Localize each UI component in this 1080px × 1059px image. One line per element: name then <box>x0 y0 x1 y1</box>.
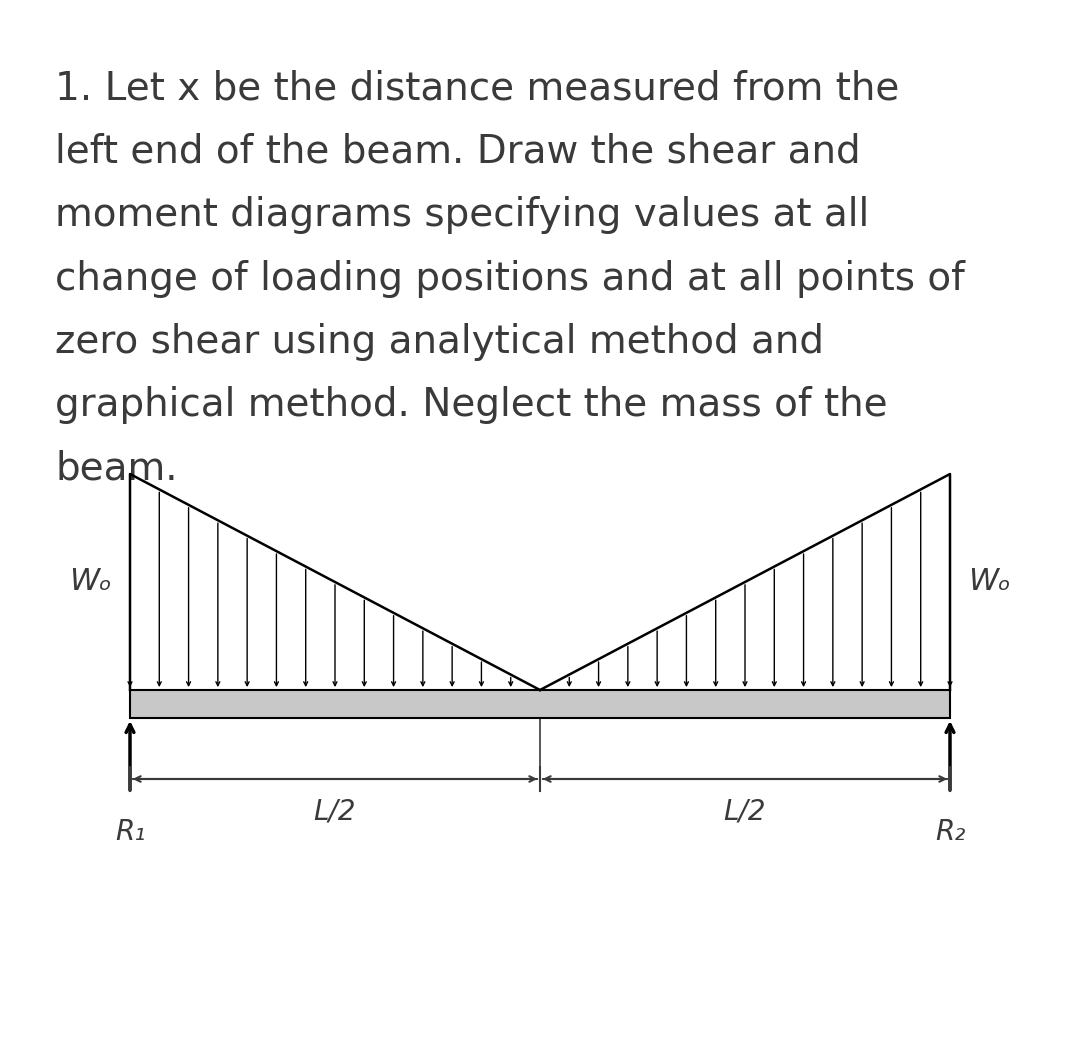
Text: 1. Let x be the distance measured from the
left end of the beam. Draw the shear : 1. Let x be the distance measured from t… <box>55 69 964 488</box>
Text: R₁: R₁ <box>114 818 145 846</box>
Text: Wₒ: Wₒ <box>968 568 1011 596</box>
Bar <box>130 690 950 718</box>
Text: L/2: L/2 <box>724 797 766 825</box>
Text: R₂: R₂ <box>935 818 966 846</box>
Text: Wₒ: Wₒ <box>69 568 112 596</box>
Text: L/2: L/2 <box>314 797 356 825</box>
